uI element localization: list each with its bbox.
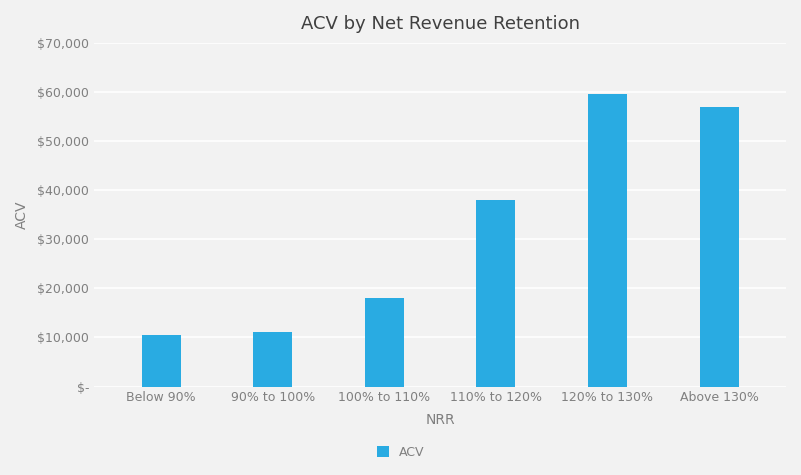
Bar xyxy=(364,298,404,387)
Bar xyxy=(699,107,739,387)
Bar xyxy=(588,95,627,387)
Bar xyxy=(477,200,515,387)
Y-axis label: ACV: ACV xyxy=(15,200,29,229)
Bar xyxy=(142,335,181,387)
X-axis label: NRR: NRR xyxy=(425,413,455,427)
Title: ACV by Net Revenue Retention: ACV by Net Revenue Retention xyxy=(300,15,580,33)
Bar xyxy=(253,332,292,387)
Legend: ACV: ACV xyxy=(372,441,429,464)
